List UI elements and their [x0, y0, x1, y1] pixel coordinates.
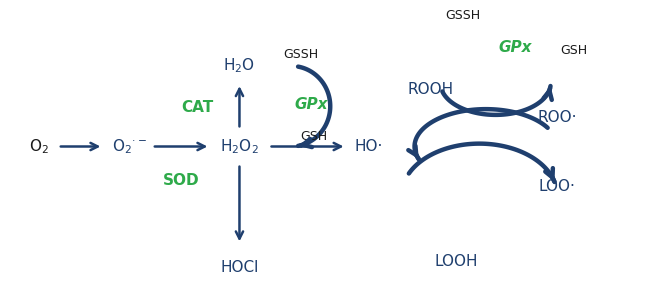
Text: H$_2$O$_2$: H$_2$O$_2$: [220, 137, 259, 156]
Text: O$_2$: O$_2$: [29, 137, 48, 156]
Text: LOOH: LOOH: [435, 254, 479, 269]
Text: GSH: GSH: [560, 44, 587, 57]
Text: LOO·: LOO·: [539, 179, 576, 194]
Text: H$_2$O: H$_2$O: [224, 57, 256, 75]
Text: HO·: HO·: [355, 139, 383, 154]
Text: HOCl: HOCl: [220, 260, 258, 275]
Text: O$_2$$^{·-}$: O$_2$$^{·-}$: [112, 137, 146, 156]
Text: GSSH: GSSH: [445, 9, 481, 22]
Text: ROOH: ROOH: [407, 81, 454, 96]
Text: GPx: GPx: [498, 40, 532, 55]
Text: GPx: GPx: [294, 97, 328, 112]
Text: GSH: GSH: [300, 130, 328, 143]
Text: SOD: SOD: [163, 173, 199, 188]
Text: GSSH: GSSH: [283, 48, 318, 61]
Text: CAT: CAT: [181, 100, 213, 115]
Text: ROO·: ROO·: [538, 110, 577, 125]
